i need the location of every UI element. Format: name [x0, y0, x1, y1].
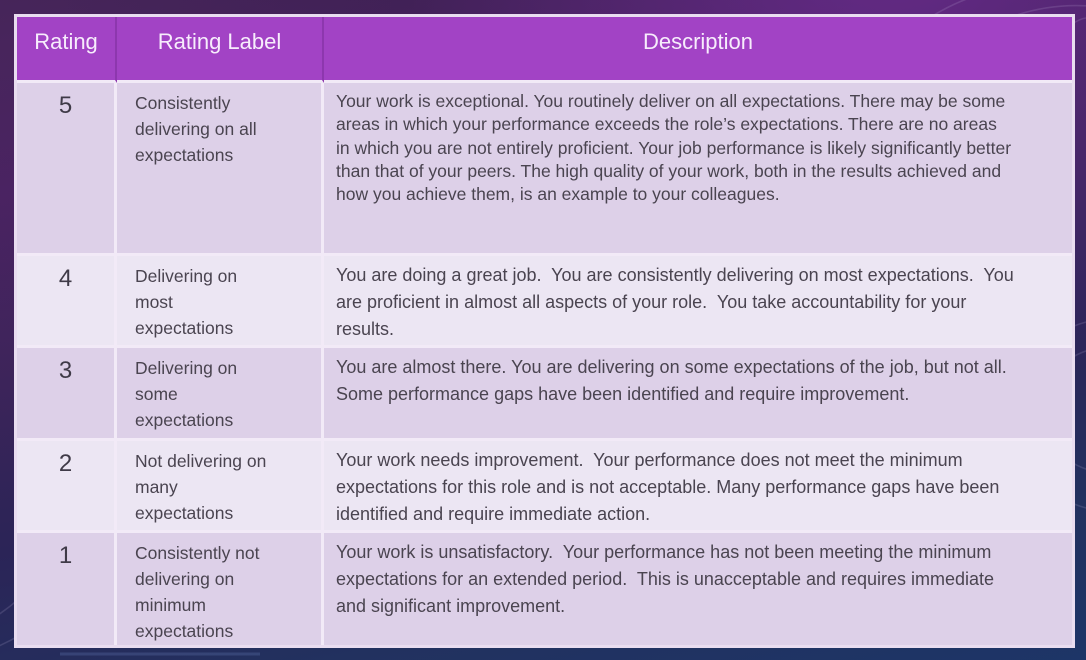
description-cell-2: Your work needs improvement. Your perfor… — [324, 441, 1072, 533]
description-cell-4: You are doing a great job. You are consi… — [324, 256, 1072, 348]
rating-cell-5: 5 — [17, 83, 117, 256]
column-header-rating: Rating — [17, 17, 117, 83]
description-cell-1: Your work is unsatisfactory. Your perfor… — [324, 533, 1072, 645]
column-header-description-text: Description — [642, 29, 754, 54]
rating-label-cell-3: Delivering on some expectations — [117, 348, 324, 441]
rating-cell-1: 1 — [17, 533, 117, 645]
performance-rating-table: Rating Rating Label Description 5 Consis… — [14, 14, 1075, 648]
rating-label-cell-2: Not delivering on many expectations — [117, 441, 324, 533]
column-header-description: Description — [324, 17, 1072, 83]
description-cell-3: You are almost there. You are delivering… — [324, 348, 1072, 441]
rating-label-cell-5: Consistently delivering on all expectati… — [117, 83, 324, 256]
rating-label-cell-4: Delivering on most expectations — [117, 256, 324, 348]
description-cell-5: Your work is exceptional. You routinely … — [324, 83, 1072, 256]
column-header-rating-label-text: Rating Label — [157, 29, 282, 54]
column-header-rating-label: Rating — [34, 29, 98, 54]
column-header-rating-label: Rating Label — [117, 17, 324, 83]
rating-cell-2: 2 — [17, 441, 117, 533]
rating-cell-4: 4 — [17, 256, 117, 348]
rating-label-cell-1: Consistently not delivering on minimum e… — [117, 533, 324, 645]
rating-cell-3: 3 — [17, 348, 117, 441]
